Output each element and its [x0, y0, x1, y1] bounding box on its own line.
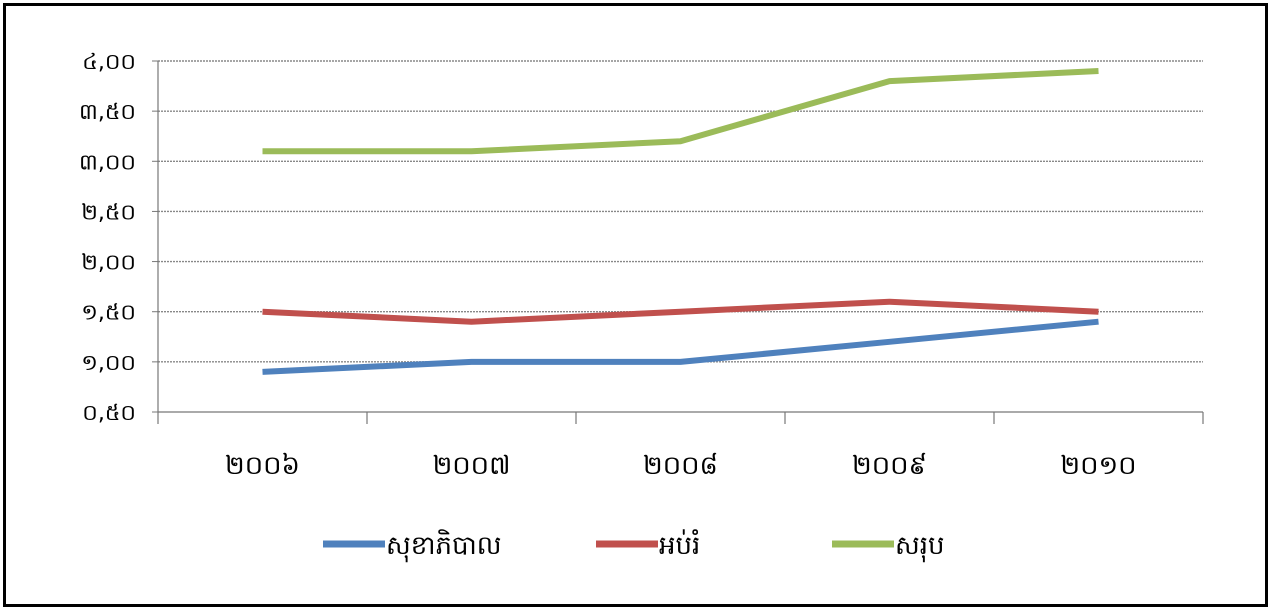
series-line-3 — [262, 68, 1099, 155]
legend-label: សរុប — [895, 531, 945, 563]
chart-frame: ០,៥០ ១,០០ ១,៥០ ២,០០ ២,៥០ ៣,០០ ៣,៥០ ៤,០០ ២០០៦ ២០០… — [3, 3, 1268, 607]
y-tick-label: ៤,០០ — [82, 50, 136, 75]
x-tick-label: ២០១០ — [1060, 451, 1136, 481]
y-tick-label: ២,០០ — [81, 251, 136, 276]
y-tick-label: ១,៥០ — [81, 301, 136, 326]
legend: សុខាភិបាល អប់រំ សរុប — [323, 529, 945, 563]
legend-label: សុខាភិបាល — [386, 529, 502, 563]
x-axis-tick-labels: ២០០៦ ២០០៧ ២០០៨ ២០០៩ ២០១០ — [225, 451, 1137, 481]
series-lines — [262, 68, 1099, 375]
axes — [152, 60, 1204, 424]
legend-label: អប់រំ — [659, 529, 700, 561]
y-tick-label: ៣,០០ — [79, 150, 136, 175]
x-tick-label: ២០០៩ — [852, 451, 927, 481]
x-tick-label: ២០០៧ — [433, 451, 511, 481]
x-tick-label: ២០០៨ — [643, 451, 718, 481]
y-tick-label: ០,៥០ — [82, 401, 136, 426]
y-tick-label: ៣,៥០ — [79, 100, 136, 125]
y-tick-label: ២,៥០ — [81, 200, 136, 225]
y-tick-label: ១,០០ — [81, 351, 136, 376]
x-tick-label: ២០០៦ — [225, 451, 300, 481]
series-line-1 — [262, 318, 1099, 375]
line-chart: ០,៥០១,០០១,៥០២,០០២,៥០៣,០០៣,៥០៤,០០ ២០០៦ ២០០… — [79, 50, 1204, 563]
series-line-2 — [262, 298, 1099, 325]
y-axis-tick-labels: ០,៥០ ១,០០ ១,៥០ ២,០០ ២,៥០ ៣,០០ ៣,៥០ ៤,០០ — [79, 50, 136, 426]
gridlines — [158, 60, 1203, 363]
